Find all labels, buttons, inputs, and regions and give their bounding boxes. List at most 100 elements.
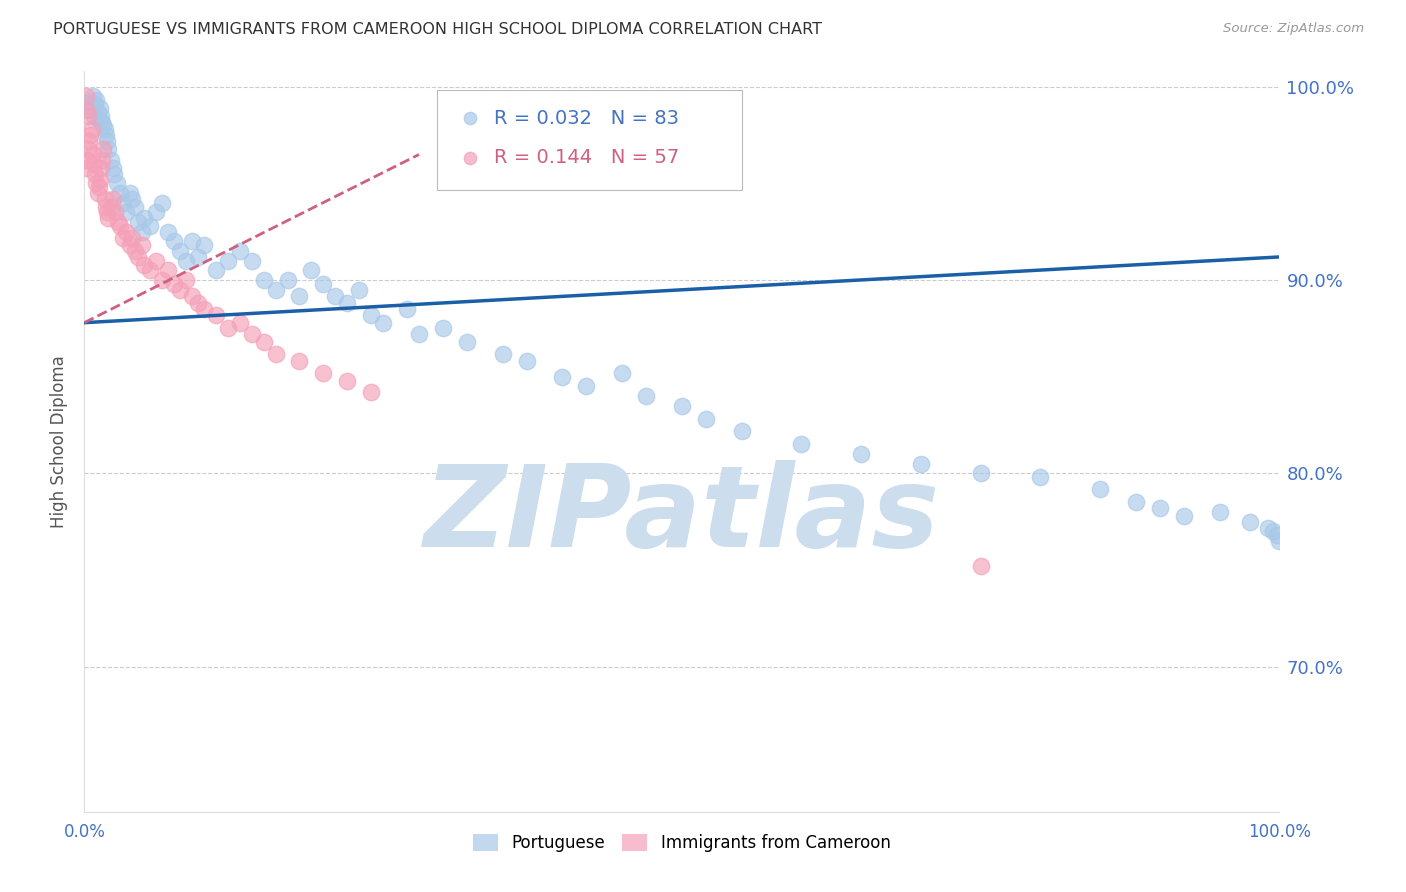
Point <box>288 288 311 302</box>
Point <box>80 103 103 117</box>
Point <box>132 258 156 272</box>
Point <box>253 273 276 287</box>
Point <box>240 253 263 268</box>
Point <box>1268 534 1291 549</box>
Text: R = 0.032   N = 83: R = 0.032 N = 83 <box>495 109 679 128</box>
Point <box>90 161 112 175</box>
Point <box>264 346 287 360</box>
Point <box>84 167 107 181</box>
Point <box>89 172 111 186</box>
Point <box>87 180 110 194</box>
Point <box>157 263 180 277</box>
Point <box>93 142 115 156</box>
Point <box>790 437 813 451</box>
Point <box>1125 495 1147 509</box>
Point <box>163 277 186 291</box>
Text: PORTUGUESE VS IMMIGRANTS FROM CAMEROON HIGH SCHOOL DIPLOMA CORRELATION CHART: PORTUGUESE VS IMMIGRANTS FROM CAMEROON H… <box>53 22 823 37</box>
Point <box>121 192 143 206</box>
Point <box>77 142 100 156</box>
Point <box>174 253 197 268</box>
Point <box>75 161 97 175</box>
Point <box>83 157 105 171</box>
Point <box>86 186 108 201</box>
Point <box>336 296 359 310</box>
Point <box>288 354 311 368</box>
Point <box>100 153 122 168</box>
Point <box>76 103 98 117</box>
Point <box>1239 515 1261 529</box>
Point <box>695 412 717 426</box>
Point <box>312 277 335 291</box>
Point <box>118 186 141 201</box>
Point <box>80 122 103 136</box>
Point <box>90 109 112 123</box>
Point <box>970 559 993 574</box>
Point <box>851 447 873 461</box>
Point <box>1257 520 1279 534</box>
Text: ZIPatlas: ZIPatlas <box>423 460 941 571</box>
Point <box>264 283 287 297</box>
Point <box>131 238 153 252</box>
Point <box>94 128 117 143</box>
Point <box>91 114 114 128</box>
Point <box>139 219 162 233</box>
Point <box>82 147 104 161</box>
Point <box>169 283 191 297</box>
Point <box>229 316 252 330</box>
Point <box>105 177 128 191</box>
Point <box>456 334 478 349</box>
Point <box>150 273 173 287</box>
Point <box>373 316 395 330</box>
Point <box>84 97 107 112</box>
Point <box>100 200 122 214</box>
Point <box>139 263 162 277</box>
Point <box>97 142 120 156</box>
Point <box>77 134 100 148</box>
Point <box>104 205 127 219</box>
Point <box>86 105 108 120</box>
Point <box>193 302 215 317</box>
Point <box>193 238 215 252</box>
Point <box>127 215 149 229</box>
Point <box>181 235 204 249</box>
Point <box>277 273 299 287</box>
Legend: Portuguese, Immigrants from Cameroon: Portuguese, Immigrants from Cameroon <box>467 828 897 859</box>
Point <box>89 101 111 115</box>
Point <box>121 230 143 244</box>
Point <box>229 244 252 259</box>
Point <box>910 457 932 471</box>
Point <box>187 250 209 264</box>
Point <box>76 153 98 168</box>
Point <box>1173 508 1195 523</box>
Point <box>131 225 153 239</box>
Point <box>145 205 167 219</box>
Point <box>110 186 132 201</box>
Point <box>181 288 204 302</box>
Point <box>124 200 146 214</box>
Point <box>1029 470 1052 484</box>
Point <box>111 195 134 210</box>
Point <box>94 200 117 214</box>
Point <box>132 211 156 226</box>
Point <box>101 192 124 206</box>
Point <box>205 308 228 322</box>
Point <box>432 321 454 335</box>
Point <box>145 253 167 268</box>
Point <box>97 211 120 226</box>
Point <box>163 235 186 249</box>
Point <box>86 94 108 108</box>
Point <box>1209 505 1232 519</box>
Point <box>96 205 118 219</box>
Point <box>118 238 141 252</box>
Point <box>115 205 138 219</box>
Point <box>103 167 125 181</box>
Point <box>312 366 335 380</box>
Point <box>396 302 419 317</box>
Point <box>240 327 263 342</box>
Point <box>93 122 115 136</box>
Point <box>217 321 239 335</box>
Point <box>460 202 482 216</box>
Text: R = 0.144   N = 57: R = 0.144 N = 57 <box>495 148 679 168</box>
Point <box>612 366 634 380</box>
Point <box>970 467 993 481</box>
